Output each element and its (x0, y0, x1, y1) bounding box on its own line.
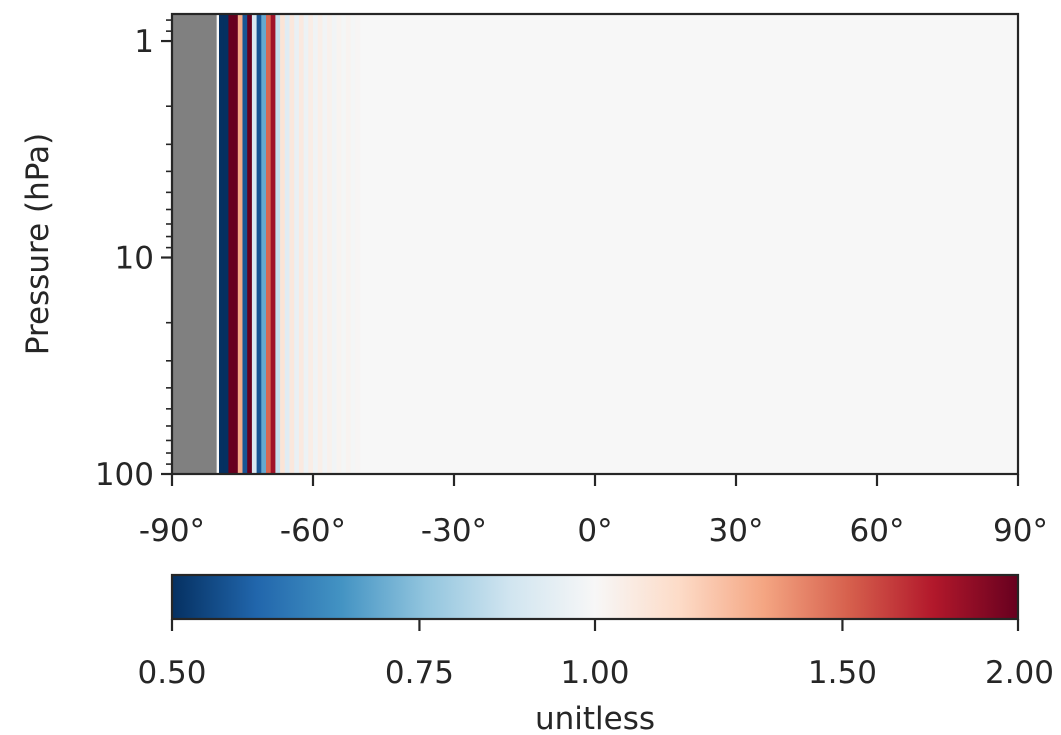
colorbar-tick-label: 1.00 (560, 655, 629, 691)
heatmap-cell (228, 14, 234, 474)
x-tick-label: -30° (421, 513, 487, 549)
heatmap-cell (270, 14, 276, 474)
colorbar-tick-label: 0.50 (137, 655, 206, 691)
heatmap-cell (336, 14, 342, 474)
colorbar: 0.50 0.75 1.00 1.50 2.00 unitless (137, 573, 1054, 735)
y-tick-label: 100 (95, 457, 154, 493)
x-tick-label: -60° (280, 513, 346, 549)
heatmap-cell (275, 14, 281, 474)
colorbar-tick-label: 2.00 (985, 655, 1054, 691)
y-axis-label: Pressure (hPa) (20, 133, 56, 355)
y-tick-label: 1 (134, 24, 154, 60)
heatmap-cell (266, 14, 272, 474)
heatmap-cell (294, 14, 300, 474)
heatmap-cell (298, 14, 304, 474)
heatmap-cell (331, 14, 337, 474)
heatmap-cell (284, 14, 290, 474)
heatmap-cell (247, 14, 253, 474)
heatmap-cell (251, 14, 257, 474)
heatmap-cell (242, 14, 248, 474)
heatmap-cell (256, 14, 262, 474)
colorbar-gradient (172, 575, 1018, 619)
x-tick-label: 90° (993, 513, 1048, 549)
heatmap-cell (327, 14, 333, 474)
x-tick-label: 0° (577, 513, 612, 549)
heatmap-cell (322, 14, 328, 474)
heatmap-cell (280, 14, 286, 474)
heatmap-cell (219, 14, 225, 474)
colorbar-ticks: 0.50 0.75 1.00 1.50 2.00 (137, 619, 1054, 691)
plot-area (172, 14, 1018, 474)
x-tick-label: 30° (709, 513, 764, 549)
heatmap-cell (261, 14, 267, 474)
heatmap-cell (233, 14, 239, 474)
no-data-region (172, 14, 217, 474)
heatmap-cell (317, 14, 323, 474)
heatmap-cell (350, 14, 356, 474)
heatmap-cell (341, 14, 347, 474)
heatmap-cell (223, 14, 229, 474)
x-axis: -90° -60° -30° 0° 30° 60° 90° (139, 474, 1048, 549)
heatmap-cell (313, 14, 319, 474)
heatmap-cell (289, 14, 295, 474)
heatmap-cell (355, 14, 361, 474)
heatmap-cell (345, 14, 351, 474)
x-tick-label: -90° (139, 513, 205, 549)
colorbar-label: unitless (535, 701, 655, 735)
heatmap-cell (303, 14, 309, 474)
heatmap-cell (237, 14, 243, 474)
heatmap-cell (308, 14, 314, 474)
x-tick-label: 60° (850, 513, 905, 549)
colorbar-tick-label: 1.50 (808, 655, 877, 691)
y-axis: 1 10 100 (95, 19, 172, 493)
y-tick-label: 10 (115, 241, 154, 277)
colorbar-tick-label: 0.75 (385, 655, 454, 691)
